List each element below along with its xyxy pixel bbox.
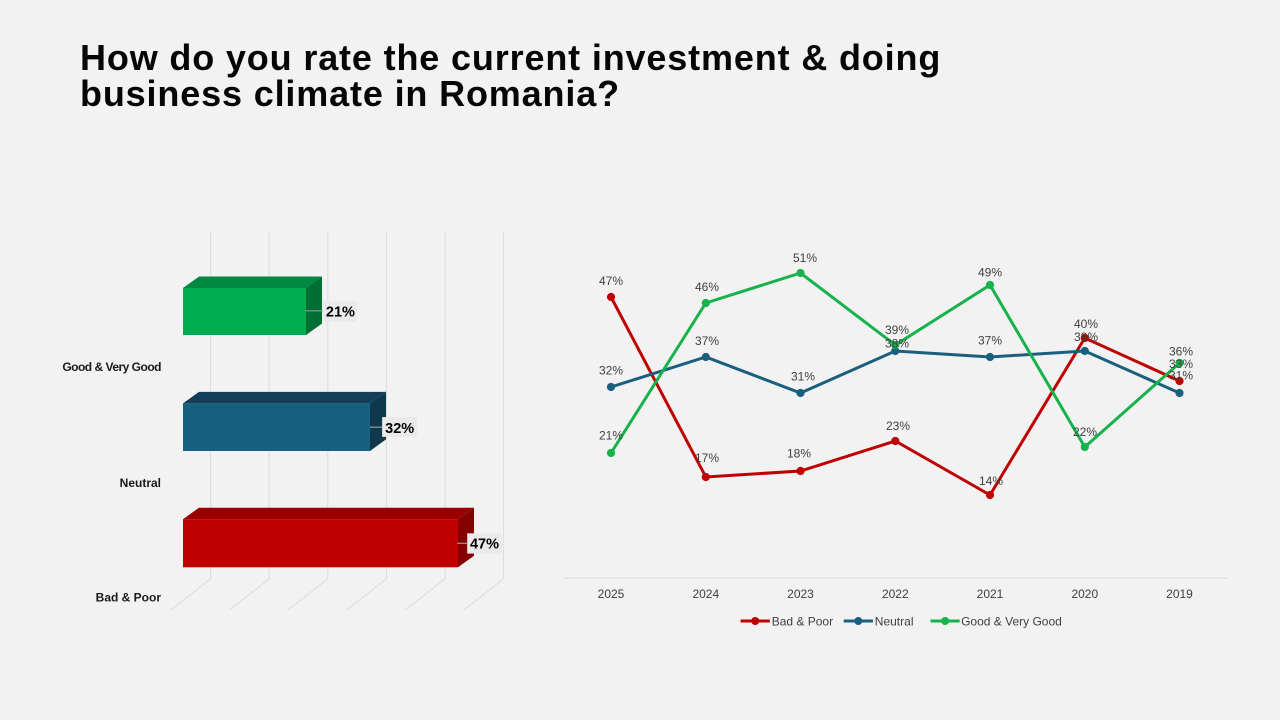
svg-text:32%: 32%	[599, 364, 623, 378]
svg-text:21%: 21%	[326, 305, 355, 321]
svg-text:14%: 14%	[979, 474, 1003, 488]
svg-text:Bad & Poor: Bad & Poor	[96, 591, 162, 605]
svg-text:Bad & Poor: Bad & Poor	[772, 614, 833, 628]
svg-text:2022: 2022	[882, 587, 909, 601]
svg-text:49%: 49%	[978, 266, 1002, 280]
svg-text:38%: 38%	[885, 337, 909, 351]
svg-text:31%: 31%	[1169, 369, 1193, 383]
svg-text:32%: 32%	[385, 421, 414, 437]
svg-text:Good & Very Good: Good & Very Good	[62, 360, 161, 374]
svg-text:17%: 17%	[695, 451, 719, 465]
svg-text:31%: 31%	[791, 370, 815, 384]
svg-text:2019: 2019	[1166, 587, 1193, 601]
svg-text:23%: 23%	[886, 419, 910, 433]
svg-text:33%: 33%	[1169, 357, 1193, 371]
svg-text:39%: 39%	[885, 323, 909, 337]
svg-text:Good & Very Good: Good & Very Good	[961, 614, 1062, 628]
svg-text:51%: 51%	[793, 251, 817, 265]
svg-text:38%: 38%	[1074, 330, 1098, 344]
svg-text:22%: 22%	[1073, 425, 1097, 439]
svg-text:36%: 36%	[1169, 345, 1193, 359]
svg-text:2021: 2021	[977, 587, 1004, 601]
svg-text:37%: 37%	[978, 334, 1002, 348]
svg-text:47%: 47%	[599, 274, 623, 288]
svg-text:2024: 2024	[692, 587, 719, 601]
svg-text:18%: 18%	[787, 447, 811, 461]
svg-text:37%: 37%	[695, 334, 719, 348]
svg-text:47%: 47%	[470, 536, 499, 552]
svg-text:40%: 40%	[1074, 317, 1098, 331]
svg-text:21%: 21%	[599, 429, 623, 443]
svg-text:46%: 46%	[695, 280, 719, 294]
svg-text:2023: 2023	[787, 587, 814, 601]
svg-text:2020: 2020	[1071, 587, 1098, 601]
svg-text:Neutral: Neutral	[120, 476, 161, 490]
svg-text:Neutral: Neutral	[875, 614, 914, 628]
svg-text:2025: 2025	[598, 587, 625, 601]
